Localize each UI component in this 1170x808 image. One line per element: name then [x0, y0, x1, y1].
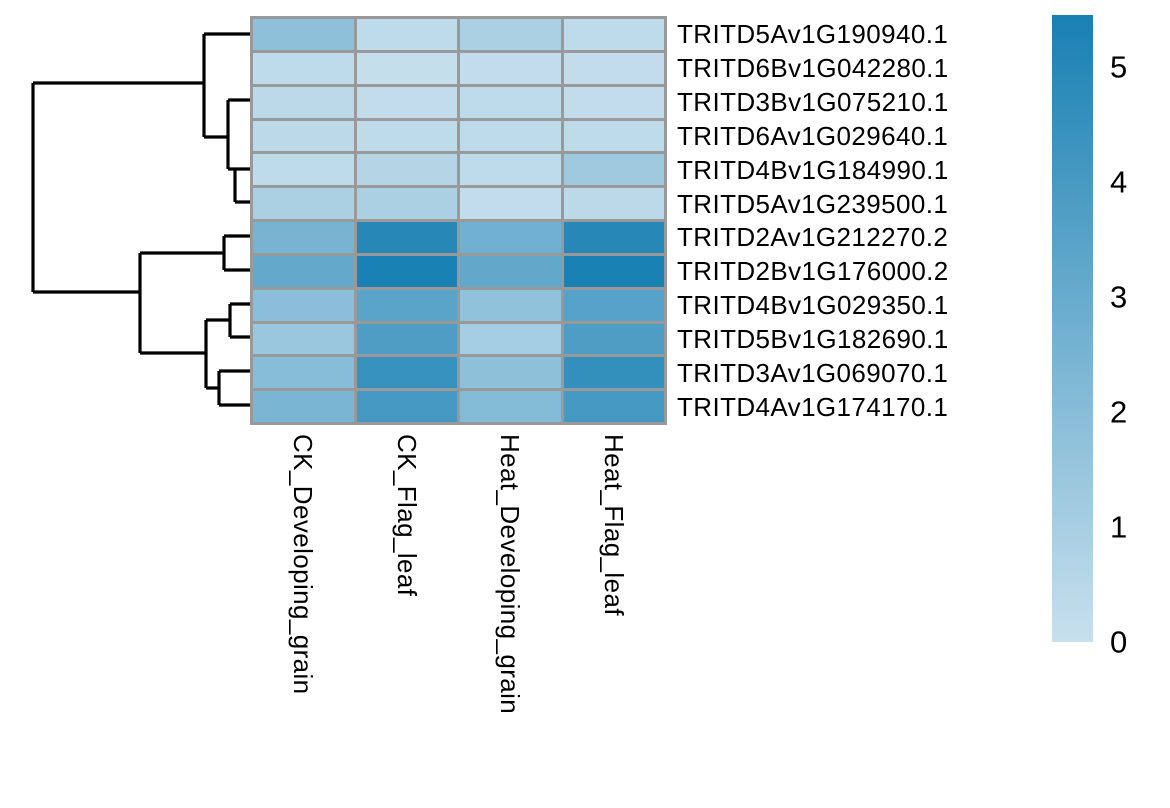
heatmap-cell-r7c1 [253, 222, 354, 253]
row-label: TRITD4Bv1G029350.1 [677, 290, 949, 321]
heatmap-cell-r9c3 [460, 289, 561, 321]
row-label: TRITD2Av1G212270.2 [677, 222, 949, 253]
column-label: CK_Developing_grain [288, 434, 319, 695]
heatmap-cell-r11c1 [253, 357, 354, 389]
heatmap-cell-r4c2 [356, 120, 457, 152]
heatmap-cell-r9c2 [356, 289, 457, 321]
heatmap-cell-r11c2 [356, 357, 457, 389]
column-label: Heat_Developing_grain [495, 434, 526, 715]
heatmap-cell-r7c3 [460, 222, 561, 253]
heatmap-cell-r3c4 [563, 86, 664, 118]
colorbar-tick-label: 3 [1110, 279, 1128, 315]
heatmap-cell-r4c4 [563, 120, 664, 152]
colorbar-tick-label: 1 [1110, 509, 1128, 545]
heatmap-cell-r4c3 [460, 120, 561, 152]
heatmap-cell-r6c4 [563, 188, 664, 219]
row-label: TRITD3Bv1G075210.1 [677, 87, 949, 118]
row-label: TRITD2Bv1G176000.2 [677, 256, 949, 287]
heatmap-cell-r1c4 [563, 19, 664, 50]
heatmap-cell-r12c4 [563, 391, 664, 422]
heatmap-cell-r2c3 [460, 52, 561, 84]
heatmap-cell-r3c2 [356, 86, 457, 118]
heatmap-cell-r4c1 [253, 120, 354, 152]
heatmap-cell-r8c4 [563, 255, 664, 287]
heatmap-cell-r10c1 [253, 323, 354, 355]
colorbar-tick-label: 4 [1110, 164, 1128, 200]
heatmap-cell-r6c3 [460, 188, 561, 219]
heatmap-cell-r8c2 [356, 255, 457, 287]
heatmap-cell-r2c1 [253, 52, 354, 84]
column-label: CK_Flag_leaf [391, 434, 422, 597]
heatmap-cell-r3c3 [460, 86, 561, 118]
heatmap-cell-r10c2 [356, 323, 457, 355]
row-label: TRITD5Av1G190940.1 [677, 19, 949, 50]
heatmap-cell-r10c4 [563, 323, 664, 355]
heatmap-cell-r5c3 [460, 154, 561, 186]
row-label: TRITD5Bv1G182690.1 [677, 323, 949, 354]
heatmap-cell-r7c4 [563, 222, 664, 253]
heatmap-cell-r3c1 [253, 86, 354, 118]
row-label: TRITD3Av1G069070.1 [677, 357, 949, 388]
colorbar-tick-label: 5 [1110, 49, 1128, 85]
heatmap-grid [250, 16, 667, 425]
heatmap-cell-r9c1 [253, 289, 354, 321]
heatmap-cell-r11c4 [563, 357, 664, 389]
heatmap-cell-r9c4 [563, 289, 664, 321]
heatmap-cell-r2c2 [356, 52, 457, 84]
colorbar-tick-label: 0 [1110, 624, 1128, 660]
heatmap-cell-r5c1 [253, 154, 354, 186]
row-label: TRITD4Av1G174170.1 [677, 391, 949, 422]
heatmap-cell-r5c4 [563, 154, 664, 186]
heatmap-cell-r6c1 [253, 188, 354, 219]
heatmap-cell-r11c3 [460, 357, 561, 389]
heatmap-cell-r12c3 [460, 391, 561, 422]
heatmap-cell-r7c2 [356, 222, 457, 253]
row-label: TRITD6Av1G029640.1 [677, 120, 949, 151]
heatmap-cell-r1c2 [356, 19, 457, 50]
heatmap-cell-r6c2 [356, 188, 457, 219]
heatmap-cell-r8c1 [253, 255, 354, 287]
column-label: Heat_Flag_leaf [598, 434, 629, 616]
heatmap-cell-r8c3 [460, 255, 561, 287]
heatmap-cell-r12c1 [253, 391, 354, 422]
heatmap-cell-r12c2 [356, 391, 457, 422]
row-label: TRITD5Av1G239500.1 [677, 188, 949, 219]
colorbar-tick-label: 2 [1110, 394, 1128, 430]
row-label: TRITD6Bv1G042280.1 [677, 53, 949, 84]
row-label: TRITD4Bv1G184990.1 [677, 154, 949, 185]
heatmap-cell-r1c1 [253, 19, 354, 50]
row-dendrogram [31, 32, 252, 407]
heatmap-cell-r5c2 [356, 154, 457, 186]
heatmap-cell-r1c3 [460, 19, 561, 50]
colorbar-gradient [1052, 15, 1093, 642]
heatmap-cell-r10c3 [460, 323, 561, 355]
heatmap-cell-r2c4 [563, 52, 664, 84]
